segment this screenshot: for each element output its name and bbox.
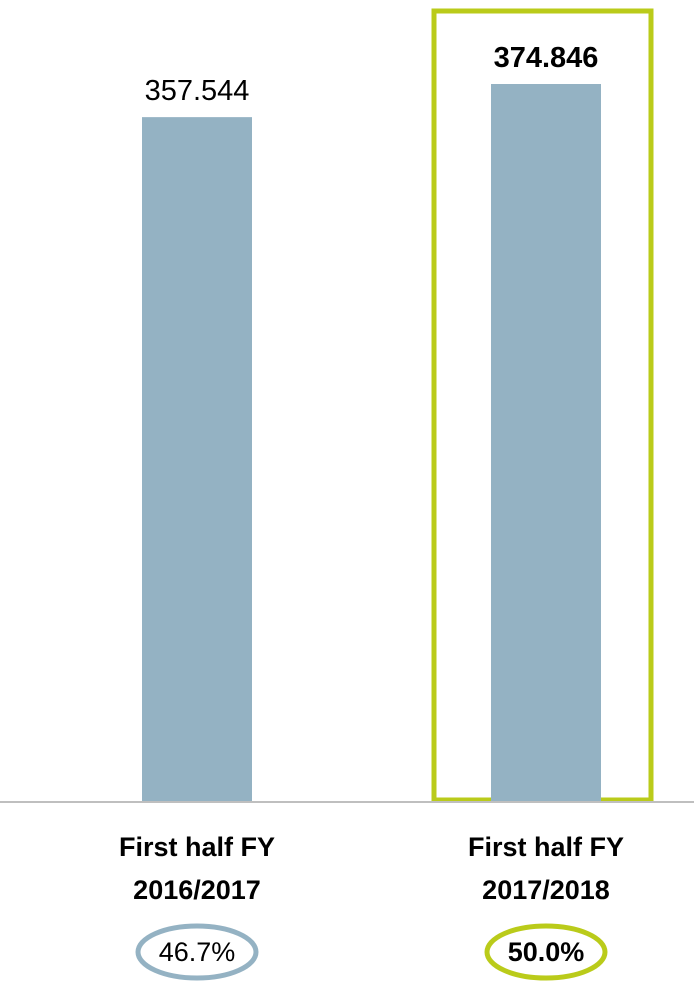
bar-first-half-2017-2018 (491, 84, 601, 802)
bar-first-half-2016-2017 (142, 117, 252, 802)
category-label-2016-2017-line2: 2016/2017 (133, 875, 261, 905)
percent-label-2017-2018: 50.0% (508, 937, 585, 967)
category-label-2017-2018-line1: First half FY (468, 832, 624, 862)
value-label-2017-2018: 374.846 (494, 42, 599, 74)
category-label-2017-2018-line2: 2017/2018 (482, 875, 610, 905)
percent-oval-2017-2018 (484, 923, 608, 981)
value-label-2016-2017: 357.544 (145, 75, 250, 107)
percent-label-2016-2017: 46.7% (159, 937, 236, 967)
category-label-2016-2017-line1: First half FY (119, 832, 275, 862)
percent-oval-2016-2017 (135, 923, 259, 981)
